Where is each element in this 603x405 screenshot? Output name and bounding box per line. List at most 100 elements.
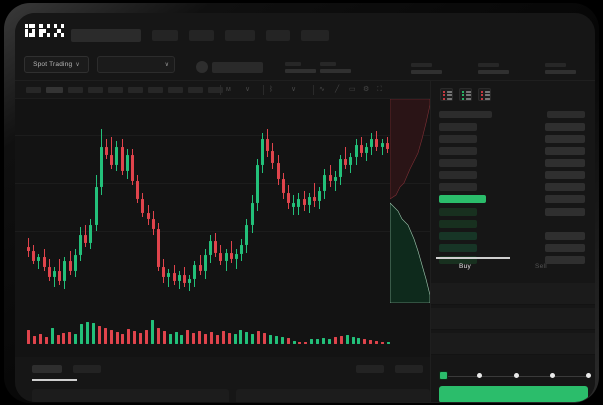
interval-chip-6[interactable] xyxy=(128,87,143,93)
volume-bar xyxy=(50,328,54,344)
orderbook-ask-row[interactable] xyxy=(439,183,477,191)
candle xyxy=(177,99,181,299)
interval-chip-10[interactable] xyxy=(208,87,223,93)
nav-item-5[interactable] xyxy=(266,30,290,41)
chevron-down-icon: ∨ xyxy=(75,61,80,68)
order-field-price[interactable] xyxy=(431,283,595,305)
candle xyxy=(323,99,327,299)
candle xyxy=(224,99,228,299)
volume-bar xyxy=(345,335,349,344)
volume-bar xyxy=(257,331,261,344)
candle xyxy=(219,99,223,299)
symbol-select[interactable]: ∨ xyxy=(97,56,175,73)
candle xyxy=(302,99,306,299)
bottom-panel-left[interactable] xyxy=(32,389,229,402)
volume-bar xyxy=(363,339,367,344)
orderbook-ask-row[interactable] xyxy=(439,123,477,131)
bottom-panel-right[interactable] xyxy=(236,389,430,402)
interval-chip-3[interactable] xyxy=(68,87,83,93)
slider-handle[interactable] xyxy=(439,371,448,380)
interval-chip-4[interactable] xyxy=(88,87,103,93)
slider-stop-50[interactable] xyxy=(513,373,519,378)
indicators-chevron-icon[interactable]: ∨ xyxy=(245,86,251,93)
candle xyxy=(99,99,103,299)
volume-bar xyxy=(298,342,302,344)
candle xyxy=(339,99,342,299)
place-buy-order-button[interactable] xyxy=(439,386,588,402)
orderbook-bid-row[interactable] xyxy=(439,220,477,228)
orderbook-ask-row[interactable] xyxy=(439,147,477,155)
candle xyxy=(32,99,36,299)
orderbook-mode-bids[interactable] xyxy=(459,88,472,101)
ticker-stat-1 xyxy=(285,62,316,73)
orderbook-amount xyxy=(545,208,585,216)
candle xyxy=(193,99,197,299)
interval-chip-2[interactable] xyxy=(46,87,63,93)
buy-tab[interactable]: Buy xyxy=(459,263,472,270)
bottom-tab-1[interactable] xyxy=(32,365,62,373)
orderbook-bid-row[interactable] xyxy=(439,232,477,240)
orderbook-ask-row[interactable] xyxy=(439,135,477,143)
interval-chip-9[interactable] xyxy=(188,87,203,93)
bottom-action-2[interactable] xyxy=(395,365,423,373)
volume-bar xyxy=(322,338,325,344)
order-field-total[interactable] xyxy=(431,333,595,355)
bottom-action-1[interactable] xyxy=(356,365,384,373)
volume-bar xyxy=(304,342,308,344)
market-type-label: Spot Trading xyxy=(33,61,73,68)
candle xyxy=(287,99,290,299)
volume-bar xyxy=(150,320,154,344)
chart-type-icon[interactable]: ᛒ xyxy=(269,86,274,93)
market-type-dropdown[interactable]: Spot Trading ∨ xyxy=(24,56,89,73)
slider-stop-100[interactable] xyxy=(586,373,591,378)
indicators-icon[interactable]: ᴍ xyxy=(226,86,231,93)
depth-bid-area xyxy=(390,202,430,303)
volume-bar xyxy=(286,338,290,344)
volume-bar xyxy=(292,341,296,344)
volume-bar xyxy=(263,333,266,344)
nav-item-2[interactable] xyxy=(152,30,178,41)
orderbook-ask-row[interactable] xyxy=(439,171,477,179)
okx-logo-icon[interactable] xyxy=(25,24,65,38)
interval-chip-5[interactable] xyxy=(108,87,123,93)
pencil-icon[interactable]: ╱ xyxy=(335,86,340,93)
candle xyxy=(333,99,337,299)
orderbook-bid-row[interactable] xyxy=(439,208,477,216)
interval-chip-1[interactable] xyxy=(26,87,41,93)
nav-item-3[interactable] xyxy=(189,30,214,41)
volume-bar xyxy=(139,333,143,344)
price-chart[interactable] xyxy=(15,99,430,357)
orderbook-bid-row[interactable] xyxy=(439,244,477,252)
interval-chip-8[interactable] xyxy=(168,87,183,93)
candle xyxy=(203,99,207,299)
slider-stop-25[interactable] xyxy=(477,373,483,378)
settings-icon[interactable]: ⚙ xyxy=(363,86,370,93)
gridline-1 xyxy=(15,135,430,136)
nav-active[interactable] xyxy=(71,29,141,42)
sell-tab[interactable]: Sell xyxy=(535,263,548,270)
orderbook-ask-row[interactable] xyxy=(439,159,477,167)
line-tool-icon[interactable]: ∿ xyxy=(319,86,325,93)
orderbook-mode-asks[interactable] xyxy=(478,88,491,101)
candle xyxy=(261,99,264,299)
nav-item-4[interactable] xyxy=(225,30,255,41)
chevron-down-icon: ∨ xyxy=(164,62,169,68)
order-field-amount[interactable] xyxy=(431,308,595,330)
camera-icon[interactable]: ▭ xyxy=(349,86,356,93)
bottom-tab-2[interactable] xyxy=(73,365,101,373)
volume-bar xyxy=(215,335,219,344)
candle xyxy=(313,99,316,299)
slider-stop-75[interactable] xyxy=(549,373,555,378)
candle xyxy=(250,99,254,299)
interval-chip-7[interactable] xyxy=(148,87,163,93)
volume-bar xyxy=(145,330,148,344)
nav-item-6[interactable] xyxy=(301,30,329,41)
orderbook-bid-row[interactable] xyxy=(439,256,477,264)
candle xyxy=(328,99,332,299)
volume-bar xyxy=(133,331,137,344)
amount-slider[interactable] xyxy=(439,371,591,381)
volume-bar xyxy=(209,332,213,344)
chart-type-chevron-icon[interactable]: ∨ xyxy=(291,86,297,93)
fullscreen-icon[interactable]: ⛶ xyxy=(377,86,382,93)
orderbook-mode-both[interactable] xyxy=(440,88,453,101)
